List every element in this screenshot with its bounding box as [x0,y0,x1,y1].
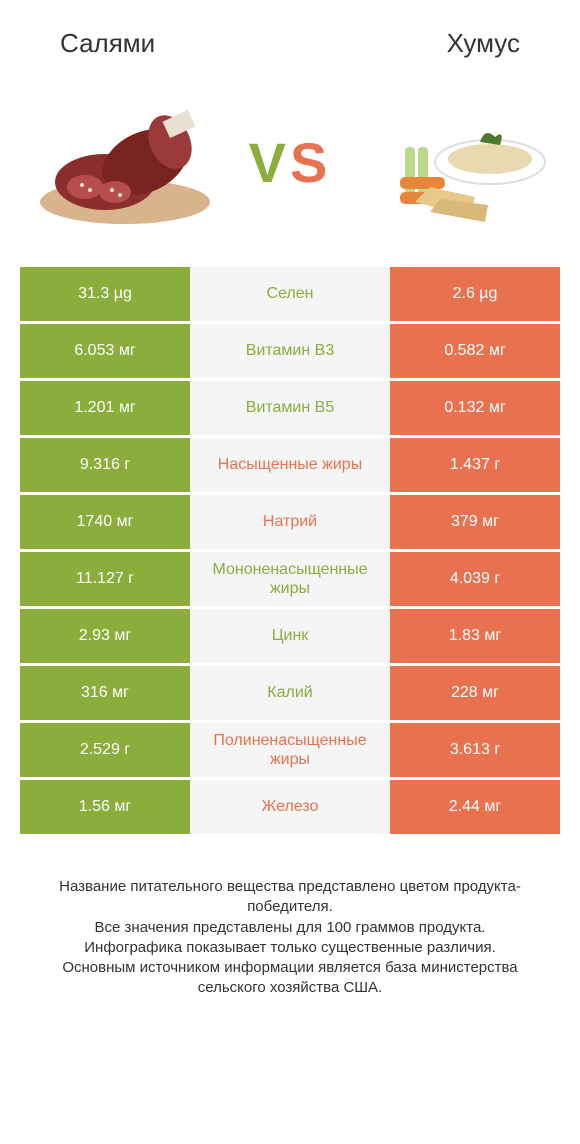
left-value-cell: 11.127 г [20,552,190,606]
footer-line-1: Название питательного вещества представл… [30,877,550,918]
nutrient-name-cell: Натрий [190,495,390,549]
table-row: 11.127 гМононенасыщенные жиры4.039 г [20,552,560,606]
right-value-cell: 0.132 мг [390,381,560,435]
nutrient-name-cell: Железо [190,780,390,834]
left-value-cell: 9.316 г [20,438,190,492]
left-value-cell: 1740 мг [20,495,190,549]
table-row: 9.316 гНасыщенные жиры1.437 г [20,438,560,492]
footer-notes: Название питательного вещества представл… [0,837,580,999]
right-value-cell: 2.44 мг [390,780,560,834]
right-value-cell: 3.613 г [390,723,560,777]
nutrient-name-cell: Калий [190,666,390,720]
table-row: 31.3 µgСелен2.6 µg [20,267,560,321]
nutrient-name-cell: Насыщенные жиры [190,438,390,492]
left-value-cell: 1.201 мг [20,381,190,435]
left-value-cell: 2.93 мг [20,609,190,663]
left-value-cell: 31.3 µg [20,267,190,321]
nutrient-name-cell: Селен [190,267,390,321]
header: Салями Хумус [0,0,580,77]
table-row: 1.56 мгЖелезо2.44 мг [20,780,560,834]
right-food-title: Хумус [447,28,520,59]
left-value-cell: 1.56 мг [20,780,190,834]
footer-line-3: Инфографика показывает только существенн… [30,938,550,958]
nutrient-name-cell: Цинк [190,609,390,663]
left-value-cell: 316 мг [20,666,190,720]
comparison-table: 31.3 µgСелен2.6 µg6.053 мгВитамин B30.58… [20,267,560,834]
table-row: 6.053 мгВитамин B30.582 мг [20,324,560,378]
right-value-cell: 1.437 г [390,438,560,492]
left-food-image [30,87,220,237]
right-value-cell: 379 мг [390,495,560,549]
vs-v: V [249,131,290,194]
table-row: 2.529 гПолиненасыщенные жиры3.613 г [20,723,560,777]
table-row: 1.201 мгВитамин B50.132 мг [20,381,560,435]
right-value-cell: 4.039 г [390,552,560,606]
nutrient-name-cell: Витамин B3 [190,324,390,378]
left-value-cell: 2.529 г [20,723,190,777]
vs-row: VS [0,77,580,267]
right-value-cell: 2.6 µg [390,267,560,321]
nutrient-name-cell: Полиненасыщенные жиры [190,723,390,777]
footer-line-2: Все значения представлены для 100 граммо… [30,918,550,938]
nutrient-name-cell: Витамин B5 [190,381,390,435]
table-row: 2.93 мгЦинк1.83 мг [20,609,560,663]
left-value-cell: 6.053 мг [20,324,190,378]
nutrient-name-cell: Мононенасыщенные жиры [190,552,390,606]
footer-line-4: Основным источником информации является … [30,958,550,999]
right-food-image [360,87,550,237]
vs-s: S [290,131,331,194]
right-value-cell: 0.582 мг [390,324,560,378]
table-row: 1740 мгНатрий379 мг [20,495,560,549]
right-value-cell: 228 мг [390,666,560,720]
table-row: 316 мгКалий228 мг [20,666,560,720]
right-value-cell: 1.83 мг [390,609,560,663]
vs-label: VS [249,130,332,195]
left-food-title: Салями [60,28,155,59]
